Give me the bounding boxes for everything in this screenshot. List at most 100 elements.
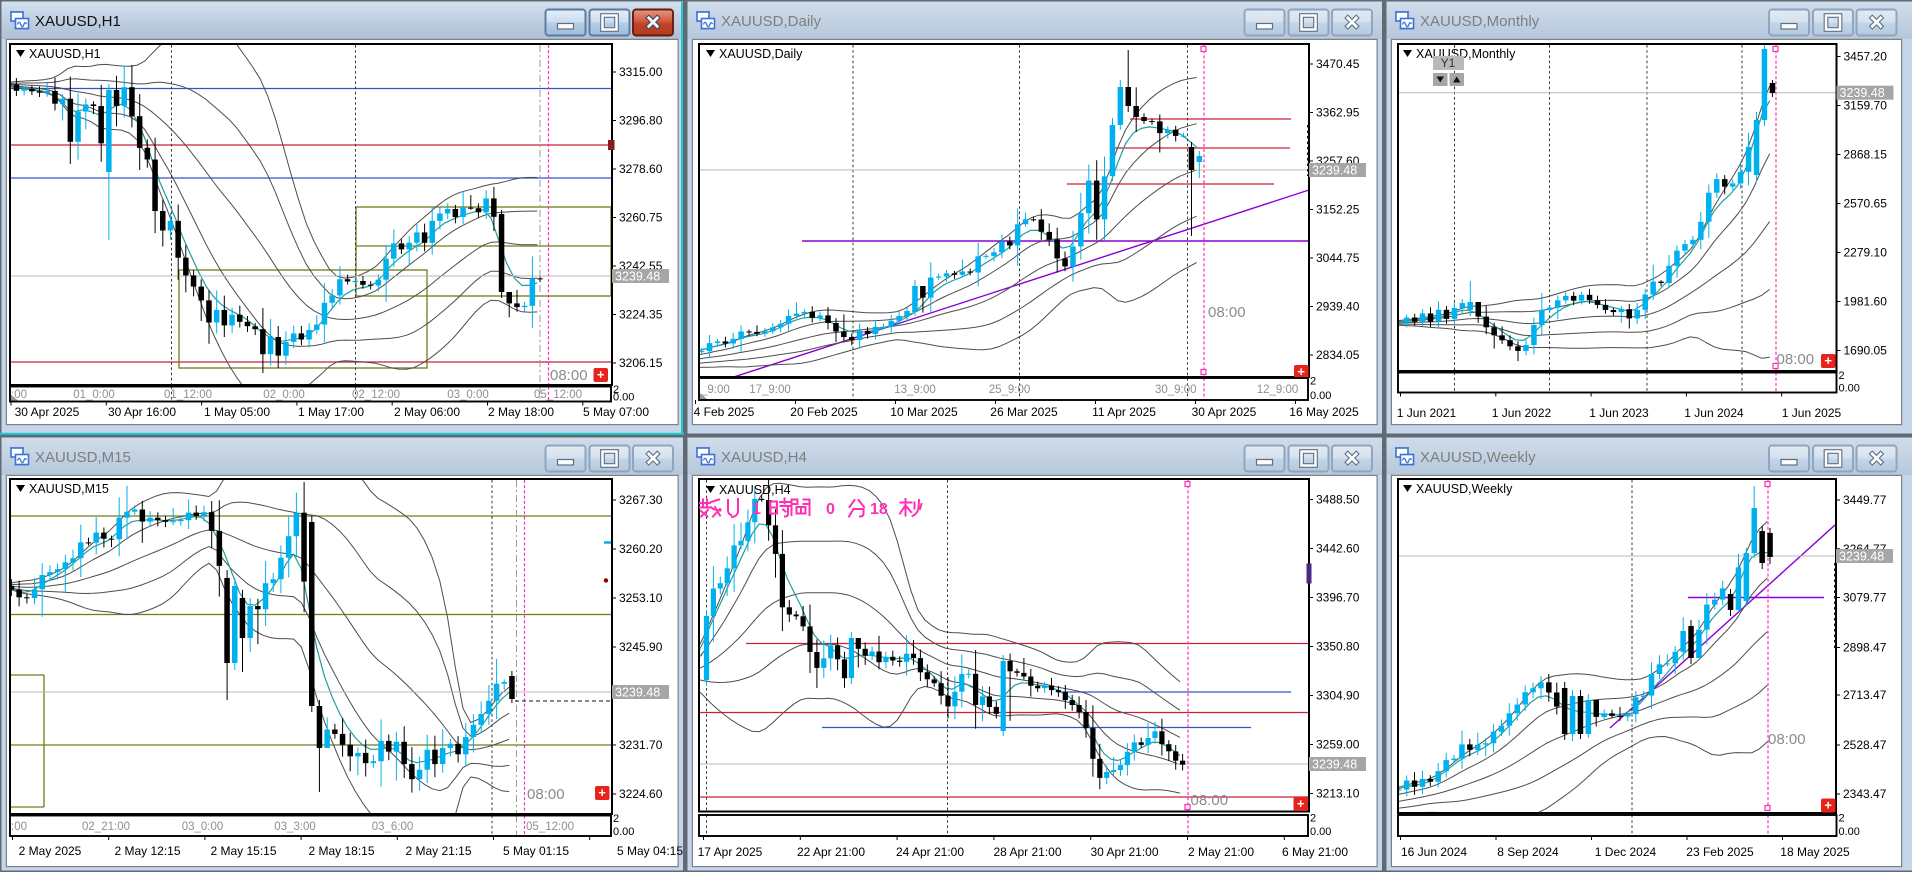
svg-text:02_12:00: 02_12:00	[352, 389, 400, 401]
svg-text:3213.10: 3213.10	[1316, 787, 1360, 801]
svg-text:10 Mar 2025: 10 Mar 2025	[890, 405, 958, 419]
svg-text:2 May 18:00: 2 May 18:00	[488, 405, 554, 419]
svg-text:30 Apr 2025: 30 Apr 2025	[15, 405, 80, 419]
svg-text:16 Jun 2024: 16 Jun 2024	[1401, 845, 1467, 859]
svg-text:XAUUSD,Weekly: XAUUSD,Weekly	[1420, 449, 1536, 466]
svg-text:3239.48: 3239.48	[1840, 86, 1885, 100]
svg-text:3231.70: 3231.70	[619, 738, 663, 752]
svg-text:2528.47: 2528.47	[1843, 738, 1887, 752]
svg-text:02_21:00: 02_21:00	[82, 821, 130, 833]
svg-text:2 May 15:15: 2 May 15:15	[210, 844, 276, 858]
svg-text:3044.75: 3044.75	[1316, 251, 1360, 265]
svg-text:1 Jun 2022: 1 Jun 2022	[1492, 406, 1552, 420]
svg-text:5 May 01:15: 5 May 01:15	[503, 844, 569, 858]
svg-text:_9:00: _9:00	[700, 384, 730, 396]
svg-text:1981.60: 1981.60	[1844, 295, 1888, 309]
svg-text:24 Apr 21:00: 24 Apr 21:00	[896, 845, 964, 859]
svg-text:1 Dec 2024: 1 Dec 2024	[1595, 845, 1657, 859]
svg-text:3396.70: 3396.70	[1316, 591, 1360, 605]
svg-text:2 May 2025: 2 May 2025	[19, 844, 82, 858]
svg-text:2713.47: 2713.47	[1843, 688, 1887, 702]
svg-text:3304.90: 3304.90	[1316, 689, 1360, 703]
svg-text:2: 2	[1310, 813, 1316, 825]
svg-text::00: :00	[11, 389, 27, 401]
svg-text:XAUUSD,Monthly: XAUUSD,Monthly	[1416, 47, 1516, 61]
svg-text:2 May 21:00: 2 May 21:00	[1188, 845, 1254, 859]
svg-text:3278.60: 3278.60	[619, 162, 663, 176]
svg-text:3470.45: 3470.45	[1316, 57, 1360, 71]
svg-text:2: 2	[1839, 813, 1845, 825]
svg-text:08:00: 08:00	[1191, 792, 1229, 809]
svg-text:23 Feb 2025: 23 Feb 2025	[1686, 845, 1754, 859]
svg-text:05_12:00: 05_12:00	[534, 389, 582, 401]
svg-text:2 May 21:15: 2 May 21:15	[405, 844, 471, 858]
svg-text:01_12:00: 01_12:00	[164, 389, 212, 401]
svg-text:18 May 2025: 18 May 2025	[1780, 845, 1850, 859]
svg-text:3449.77: 3449.77	[1843, 493, 1887, 507]
svg-text:03_0:00: 03_0:00	[182, 821, 224, 833]
svg-text:2 May 06:00: 2 May 06:00	[394, 405, 460, 419]
svg-text:1 Jun 2024: 1 Jun 2024	[1684, 406, 1744, 420]
svg-text:25_9:00: 25_9:00	[989, 384, 1031, 396]
svg-text:3259.00: 3259.00	[1316, 738, 1360, 752]
svg-text:3315.00: 3315.00	[619, 65, 663, 79]
svg-text:1 May 05:00: 1 May 05:00	[204, 405, 270, 419]
svg-text:6 May 21:00: 6 May 21:00	[1282, 845, 1348, 859]
svg-text:2 May 18:15: 2 May 18:15	[308, 844, 374, 858]
svg-text:08:00: 08:00	[1777, 351, 1815, 368]
svg-text:5 May 04:15: 5 May 04:15	[617, 844, 683, 858]
svg-text:3245.90: 3245.90	[619, 640, 663, 654]
svg-text:26 Mar 2025: 26 Mar 2025	[990, 405, 1058, 419]
svg-text:4 Feb 2025: 4 Feb 2025	[694, 405, 755, 419]
svg-text:3224.60: 3224.60	[619, 787, 663, 801]
svg-text:3239.48: 3239.48	[1312, 164, 1357, 178]
svg-text:2834.05: 2834.05	[1316, 348, 1360, 362]
svg-text:8 Sep 2024: 8 Sep 2024	[1497, 845, 1559, 859]
svg-text:0.00: 0.00	[1839, 826, 1860, 838]
svg-text:13_9:00: 13_9:00	[894, 384, 936, 396]
svg-text:3296.80: 3296.80	[619, 114, 663, 128]
svg-text:08:00: 08:00	[1208, 304, 1246, 321]
svg-text:08:00: 08:00	[527, 786, 565, 803]
svg-text:0.00: 0.00	[613, 392, 634, 404]
svg-text:3239.48: 3239.48	[1839, 550, 1884, 564]
svg-text:3152.25: 3152.25	[1316, 203, 1360, 217]
svg-text:2898.47: 2898.47	[1843, 641, 1887, 655]
svg-text:18: 18	[870, 501, 888, 518]
svg-text:XAUUSD,Monthly: XAUUSD,Monthly	[1420, 13, 1540, 30]
svg-text:XAUUSD,H4: XAUUSD,H4	[719, 483, 791, 497]
svg-text:0.00: 0.00	[1310, 390, 1331, 402]
svg-text:2343.47: 2343.47	[1843, 787, 1887, 801]
svg-text:2: 2	[1310, 376, 1316, 388]
svg-text:01_0:00: 01_0:00	[73, 389, 115, 401]
svg-text:3239.48: 3239.48	[615, 270, 660, 284]
svg-text:30 Apr 21:00: 30 Apr 21:00	[1090, 845, 1158, 859]
svg-text:+: +	[1824, 353, 1832, 368]
svg-text:11 Apr 2025: 11 Apr 2025	[1092, 405, 1156, 419]
svg-text:XAUUSD,M15: XAUUSD,M15	[29, 482, 109, 496]
svg-text:3239.48: 3239.48	[1312, 758, 1357, 772]
svg-text:20 Feb 2025: 20 Feb 2025	[790, 405, 858, 419]
svg-text:0.00: 0.00	[1310, 826, 1331, 838]
svg-text:1 Jun 2025: 1 Jun 2025	[1782, 406, 1842, 420]
svg-text:30_9:00: 30_9:00	[1155, 384, 1197, 396]
svg-text:30 Apr 16:00: 30 Apr 16:00	[108, 405, 176, 419]
svg-text:30 Apr 2025: 30 Apr 2025	[1192, 405, 1257, 419]
svg-text:+: +	[597, 367, 605, 382]
svg-text:+: +	[598, 785, 606, 800]
svg-text:12_9:00: 12_9:00	[1257, 384, 1299, 396]
svg-text:+: +	[1824, 798, 1832, 813]
svg-text:2868.15: 2868.15	[1844, 148, 1888, 162]
svg-text:0: 0	[826, 501, 835, 518]
svg-text:+: +	[1297, 364, 1305, 379]
svg-text:2: 2	[1839, 370, 1845, 382]
svg-text:3159.70: 3159.70	[1844, 99, 1888, 113]
svg-text:22 Apr 21:00: 22 Apr 21:00	[797, 845, 865, 859]
svg-text:3206.15: 3206.15	[619, 356, 663, 370]
svg-text:2570.65: 2570.65	[1844, 197, 1888, 211]
svg-text:08:00: 08:00	[1768, 731, 1806, 748]
svg-text:1 May 17:00: 1 May 17:00	[298, 405, 364, 419]
svg-text:3260.75: 3260.75	[619, 211, 663, 225]
svg-text:3362.95: 3362.95	[1316, 106, 1360, 120]
svg-text:XAUUSD,M15: XAUUSD,M15	[35, 449, 131, 466]
